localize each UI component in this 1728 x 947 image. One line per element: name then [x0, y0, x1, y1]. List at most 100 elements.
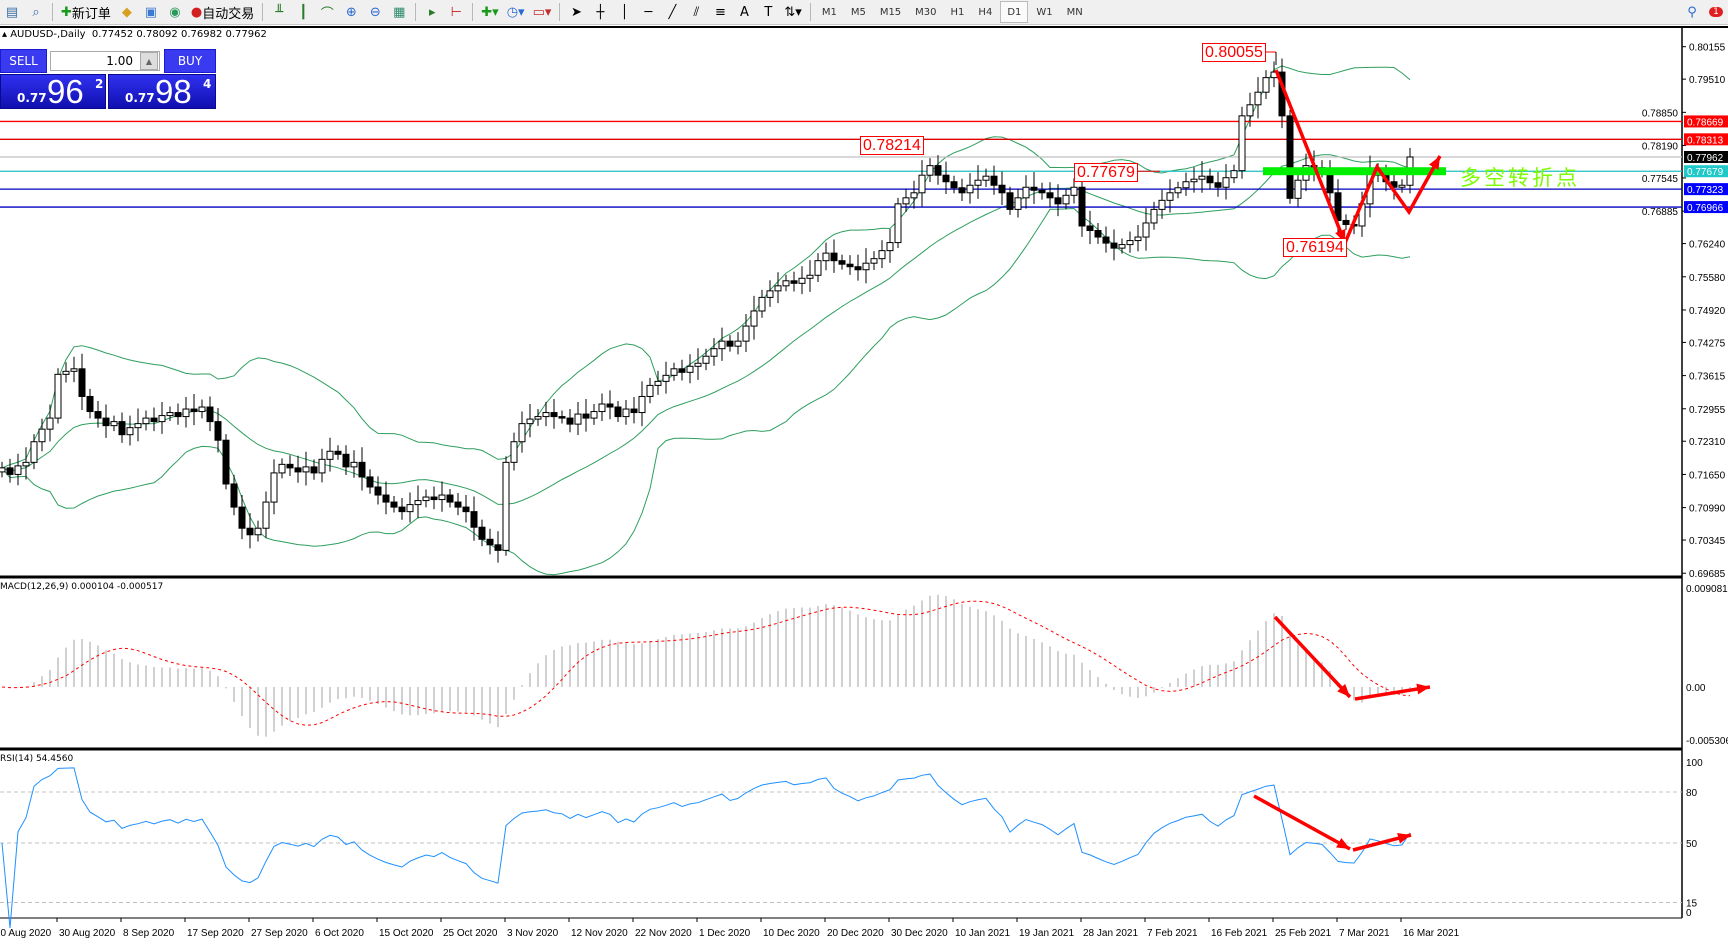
candle[interactable]	[934, 155, 942, 185]
candle[interactable]	[1286, 109, 1294, 204]
timeframe-m5[interactable]: M5	[850, 6, 866, 18]
candle[interactable]	[110, 415, 118, 432]
candle[interactable]	[702, 348, 710, 371]
candle[interactable]	[342, 445, 350, 476]
indicators-icon[interactable]: ✚▾	[481, 4, 499, 20]
candle[interactable]	[198, 399, 206, 419]
candle[interactable]	[582, 398, 590, 432]
candle[interactable]	[678, 359, 686, 381]
candle[interactable]	[374, 476, 382, 505]
candle[interactable]	[982, 168, 990, 188]
candle[interactable]	[622, 399, 630, 425]
candle[interactable]	[854, 254, 862, 281]
candle[interactable]	[1110, 229, 1118, 261]
candle[interactable]	[398, 498, 406, 520]
candle[interactable]	[286, 455, 294, 477]
candle[interactable]	[390, 496, 398, 513]
candle[interactable]	[190, 393, 198, 426]
candle[interactable]	[326, 437, 334, 472]
candle[interactable]	[0, 461, 6, 478]
candle[interactable]	[30, 434, 38, 470]
candle[interactable]	[478, 519, 486, 547]
new-chart-icon[interactable]: ▤	[5, 4, 19, 20]
candle[interactable]	[958, 178, 966, 201]
timeframe-mn[interactable]: MN	[1066, 6, 1083, 18]
candle[interactable]	[438, 481, 446, 512]
candle[interactable]	[278, 458, 286, 479]
candle[interactable]	[334, 445, 342, 460]
candle[interactable]	[782, 274, 790, 292]
candle[interactable]	[1054, 184, 1062, 217]
candle[interactable]	[1126, 231, 1134, 253]
candle[interactable]	[350, 450, 358, 478]
equidistant-channel-icon[interactable]: ⫽	[693, 4, 700, 20]
auto-trading-button[interactable]: ● 自动交易	[188, 1, 257, 23]
candle[interactable]	[558, 410, 566, 424]
candle[interactable]	[1254, 77, 1262, 119]
candle[interactable]	[534, 409, 542, 426]
low-price-label[interactable]: 0.76194	[1283, 238, 1347, 257]
text-label-icon[interactable]: T	[764, 4, 773, 20]
candle[interactable]	[542, 401, 550, 427]
candle[interactable]	[1046, 182, 1054, 208]
candle[interactable]	[662, 361, 670, 394]
candle[interactable]	[798, 266, 806, 295]
candle[interactable]	[1294, 171, 1302, 207]
candle[interactable]	[78, 353, 86, 411]
candle[interactable]	[806, 260, 814, 292]
timeframe-h1[interactable]: H1	[950, 6, 965, 18]
timeframe-m1[interactable]: M1	[821, 6, 837, 18]
candle[interactable]	[94, 400, 102, 428]
candle[interactable]	[86, 388, 94, 419]
timeframe-w1[interactable]: W1	[1036, 6, 1053, 18]
zoom-window-icon[interactable]: ⌕	[32, 4, 40, 20]
candle[interactable]	[1230, 164, 1238, 184]
candle[interactable]	[886, 229, 894, 263]
candle[interactable]	[222, 434, 230, 490]
terminal-icon[interactable]: ▣	[144, 4, 158, 20]
candle[interactable]	[182, 396, 190, 428]
candle[interactable]	[54, 368, 62, 424]
candle[interactable]	[830, 239, 838, 273]
candle[interactable]	[414, 485, 422, 519]
candle[interactable]	[102, 404, 110, 438]
candle[interactable]	[1214, 172, 1222, 197]
candle[interactable]	[926, 158, 934, 182]
candle[interactable]	[718, 327, 726, 361]
candle[interactable]	[1094, 222, 1102, 244]
candle[interactable]	[1030, 172, 1038, 204]
candle[interactable]	[726, 335, 734, 352]
candle[interactable]	[1150, 201, 1158, 230]
candle[interactable]	[526, 404, 534, 438]
candle[interactable]	[366, 469, 374, 494]
candle[interactable]	[758, 289, 766, 318]
bar-chart-icon[interactable]: ╨	[275, 4, 284, 20]
candle[interactable]	[1222, 164, 1230, 200]
vertical-line-icon[interactable]: │	[620, 4, 629, 20]
candle[interactable]	[1190, 167, 1198, 193]
candle[interactable]	[1206, 168, 1214, 190]
candle[interactable]	[14, 453, 22, 486]
candle[interactable]	[22, 447, 30, 480]
candle[interactable]	[814, 253, 822, 283]
candle[interactable]	[310, 459, 318, 480]
candle[interactable]	[1022, 175, 1030, 209]
candle[interactable]	[670, 362, 678, 381]
candle[interactable]	[1086, 210, 1094, 245]
candle[interactable]	[878, 240, 886, 269]
candle[interactable]	[766, 280, 774, 307]
line-chart-icon[interactable]: ⌒	[320, 6, 334, 22]
candle[interactable]	[470, 496, 478, 541]
candle[interactable]	[38, 418, 46, 452]
candle[interactable]	[454, 493, 462, 516]
high-price-label[interactable]: 0.80055	[1202, 43, 1266, 62]
candle[interactable]	[46, 404, 54, 442]
resistance-price-label[interactable]: 0.78214	[860, 136, 924, 155]
candle[interactable]	[406, 492, 414, 523]
crosshair-icon[interactable]: ┼	[596, 4, 605, 20]
signals-icon[interactable]: ◉	[169, 4, 181, 20]
candle[interactable]	[1398, 179, 1406, 193]
candle[interactable]	[902, 188, 910, 213]
candle[interactable]	[422, 489, 430, 508]
